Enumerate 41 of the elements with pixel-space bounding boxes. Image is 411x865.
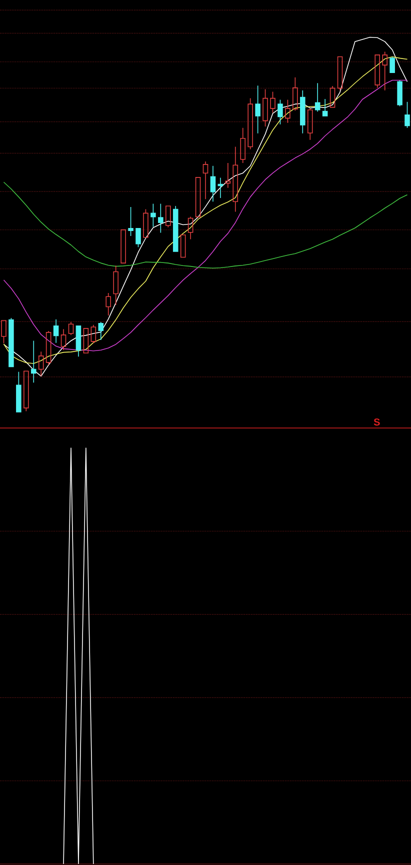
candlestick	[210, 165, 216, 202]
candlestick	[76, 326, 82, 358]
candlestick	[404, 102, 410, 128]
candlestick	[262, 88, 268, 127]
candlestick	[172, 206, 178, 252]
candlestick	[330, 86, 336, 108]
candlestick	[300, 90, 306, 134]
candlestick	[285, 99, 290, 124]
candlestick	[374, 54, 380, 88]
candlestick	[382, 51, 388, 91]
candlestick	[158, 203, 164, 234]
candlestick	[180, 234, 186, 258]
candlestick	[322, 98, 328, 116]
candlestick	[98, 322, 104, 340]
candlestick	[150, 203, 156, 228]
candlestick	[60, 328, 66, 351]
candlestick	[307, 108, 313, 140]
candlestick	[30, 340, 36, 384]
candlestick	[195, 177, 201, 218]
candlestick	[232, 146, 238, 212]
candlestick	[292, 76, 298, 111]
candlestick	[113, 265, 118, 306]
candlestick	[46, 330, 52, 366]
candlestick	[128, 206, 134, 236]
candlestick	[202, 161, 208, 200]
candlestick	[165, 206, 171, 228]
candlestick	[337, 56, 343, 91]
text: S	[374, 418, 380, 426]
candlestick	[270, 91, 276, 114]
candlestick	[240, 128, 246, 164]
candlestick	[255, 85, 260, 134]
candlestick	[278, 99, 283, 125]
candlestick	[188, 216, 194, 240]
candlestick	[53, 319, 59, 344]
candlestick	[38, 351, 44, 377]
candlestick	[16, 371, 22, 412]
candlestick	[314, 82, 320, 112]
candlestick	[120, 229, 126, 264]
candlestick	[225, 162, 231, 188]
candlestick	[90, 324, 96, 344]
candlestick	[106, 292, 111, 316]
